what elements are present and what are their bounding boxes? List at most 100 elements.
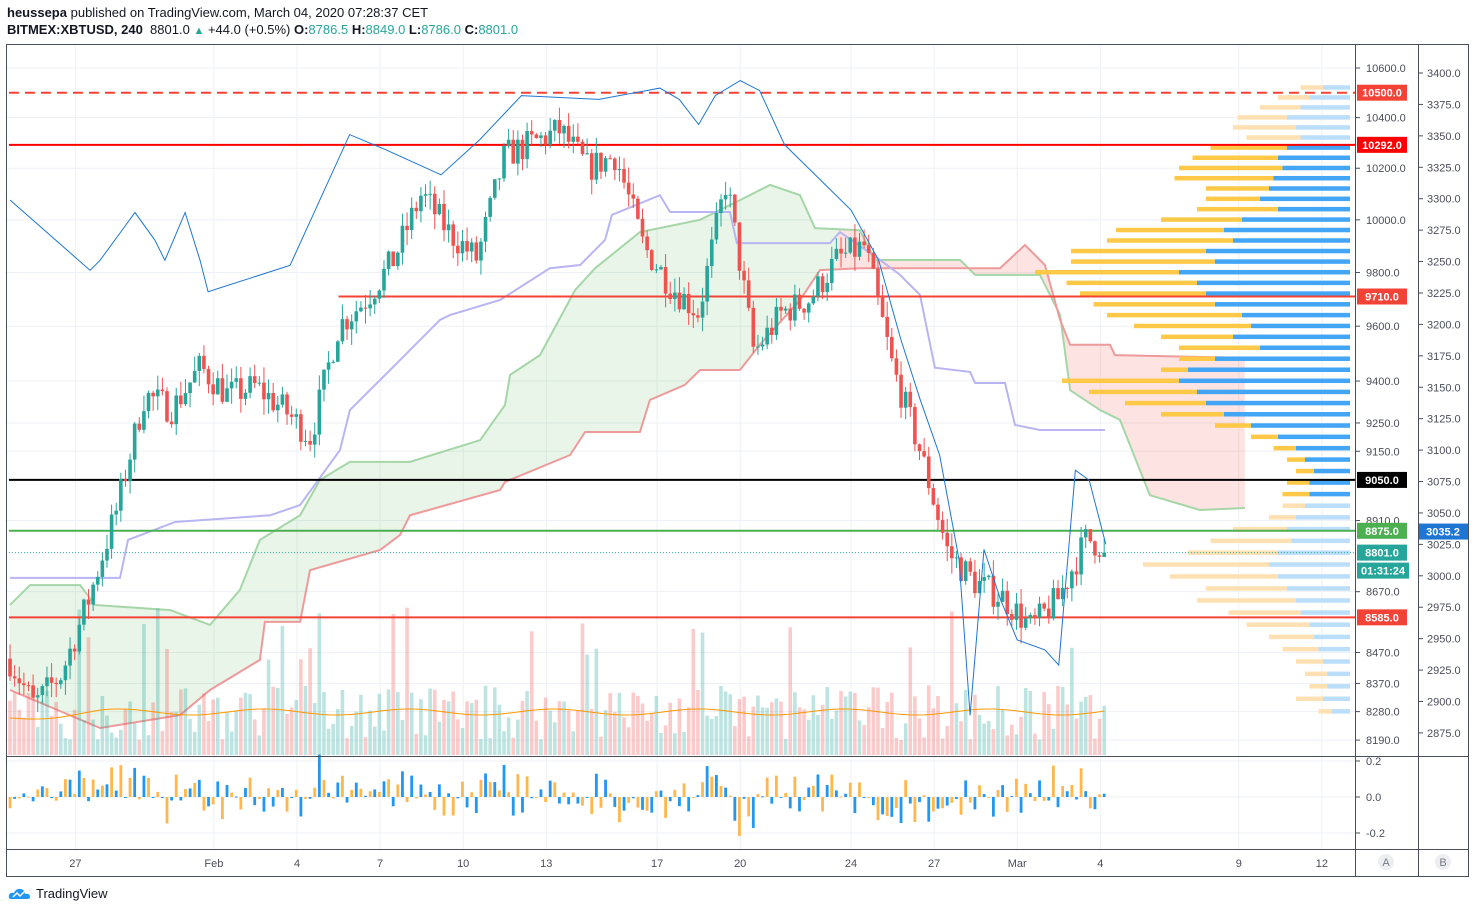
time-axis[interactable]: 27 Feb 4 7 10 13 17 20 24 27 Mar 4 9 12 (69, 858, 1328, 870)
tradingview-logo[interactable]: TradingView (8, 886, 108, 901)
oscillator-bar (1065, 791, 1069, 797)
oscillator-bar (922, 795, 926, 797)
candle-body (806, 303, 811, 313)
cloud-logo-icon (8, 888, 30, 899)
oscillator-bar (931, 797, 935, 812)
candle-body (922, 451, 926, 457)
volume-bar (931, 708, 936, 755)
volume-profile-up (1215, 259, 1350, 264)
candle-body (589, 153, 594, 180)
volume-bar (806, 719, 811, 755)
candle-body (945, 532, 950, 547)
volume-bar (271, 686, 275, 755)
candle-body (1028, 615, 1033, 619)
volume-profile-down (1089, 389, 1197, 395)
volume-bar (409, 692, 414, 755)
secondary-tick-label: 2925.0 (1427, 665, 1461, 677)
volume-bar (963, 689, 968, 755)
candle-body (492, 179, 497, 198)
volume-profile-down (1282, 491, 1310, 497)
oscillator-bar (1098, 794, 1101, 797)
axis-a-button[interactable]: A (1378, 854, 1394, 870)
oscillator-bar (331, 797, 335, 799)
oscillator-bar (59, 791, 63, 797)
secondary-tick-label: 3100.0 (1427, 445, 1461, 457)
volume-bar (326, 728, 331, 755)
volume-bar (746, 736, 751, 755)
volume-bar (673, 733, 677, 755)
oscillator-bar (678, 797, 681, 807)
oscillator-bar (756, 794, 760, 797)
oscillator-bar (45, 788, 49, 797)
oscillator-bar (876, 797, 880, 821)
oscillator-bar (50, 797, 53, 798)
price-tick-label: 9150.0 (1366, 446, 1400, 458)
symbol-label[interactable]: BITMEX:XBTUSD, 240 (7, 22, 143, 37)
candle-body (931, 488, 936, 505)
volume-profile-up (1314, 468, 1350, 474)
axis-b-button[interactable]: B (1435, 854, 1451, 870)
oscillator-bar (895, 797, 898, 808)
oscillator-bar (387, 779, 390, 797)
oscillator-bar (733, 797, 737, 821)
date-tick-label: 24 (845, 858, 857, 870)
volume-bar (359, 694, 363, 755)
oscillator-bar (474, 797, 478, 814)
publish-info: heussepa published on TradingView.com, M… (7, 5, 428, 20)
volume-bar (45, 690, 49, 755)
oscillator-bar (955, 797, 958, 799)
oscillator-bar (317, 754, 321, 797)
candle-body (917, 444, 922, 452)
price-tag-label: 9050.0 (1365, 475, 1399, 487)
price-axis-a[interactable]: 10600.0 10400.0 10200.0 10000.0 9800.0 9600.0… (1355, 63, 1406, 840)
candle-body (705, 266, 709, 302)
candle-body (86, 599, 91, 605)
oscillator-bar (631, 797, 635, 799)
oscillator-bar (119, 765, 123, 797)
volume-bar (1037, 739, 1042, 755)
date-tick-label: 12 (1316, 858, 1328, 870)
candle-body (280, 394, 285, 405)
candle-body (26, 685, 31, 687)
oscillator-bar (31, 797, 35, 802)
volume-bar (82, 720, 86, 755)
oscillator-bar (608, 793, 612, 797)
volume-bar (257, 735, 262, 755)
horizontal-levels[interactable] (8, 91, 1355, 619)
candle-body (751, 307, 756, 347)
oscillator-bar (114, 790, 118, 797)
oscillator-bar (996, 790, 1000, 797)
volume-profile-up (1260, 196, 1350, 202)
oscillator-bar (502, 764, 506, 797)
candle-body (151, 392, 155, 397)
candle-body (225, 388, 229, 402)
candle-body (359, 307, 363, 312)
oscillator-bar (816, 774, 820, 797)
date-tick-label: 10 (457, 858, 469, 870)
volume-profile-up (1309, 622, 1350, 627)
price-axis-b[interactable]: 3400.0 3375.0 3350.0 3325.0 3300.0 3275.0 3250… (1418, 68, 1461, 740)
candle-body (525, 131, 529, 160)
oscillator-bar (964, 780, 968, 797)
volume-bar (834, 710, 839, 755)
publisher-name[interactable]: heussepa (7, 5, 67, 20)
secondary-last-price: 3035.2 (1426, 527, 1460, 539)
candle-body (68, 648, 72, 666)
oscillator-bar (738, 797, 741, 836)
oscillator-bar (401, 771, 404, 797)
candle-body (456, 245, 460, 254)
candle-body (986, 575, 991, 578)
oscillator-bar (1056, 797, 1060, 808)
volume-bar (1051, 728, 1056, 755)
candle-body (576, 136, 580, 142)
volume-bar (142, 623, 146, 755)
candle-body (977, 580, 982, 594)
volume-profile-up (1179, 269, 1350, 275)
candle-body (816, 276, 820, 297)
volume-bar (502, 731, 506, 755)
oscillator-bar (1010, 796, 1014, 798)
oscillator-bar (844, 793, 848, 797)
volume-bar (557, 701, 562, 755)
candle-body (534, 134, 539, 138)
